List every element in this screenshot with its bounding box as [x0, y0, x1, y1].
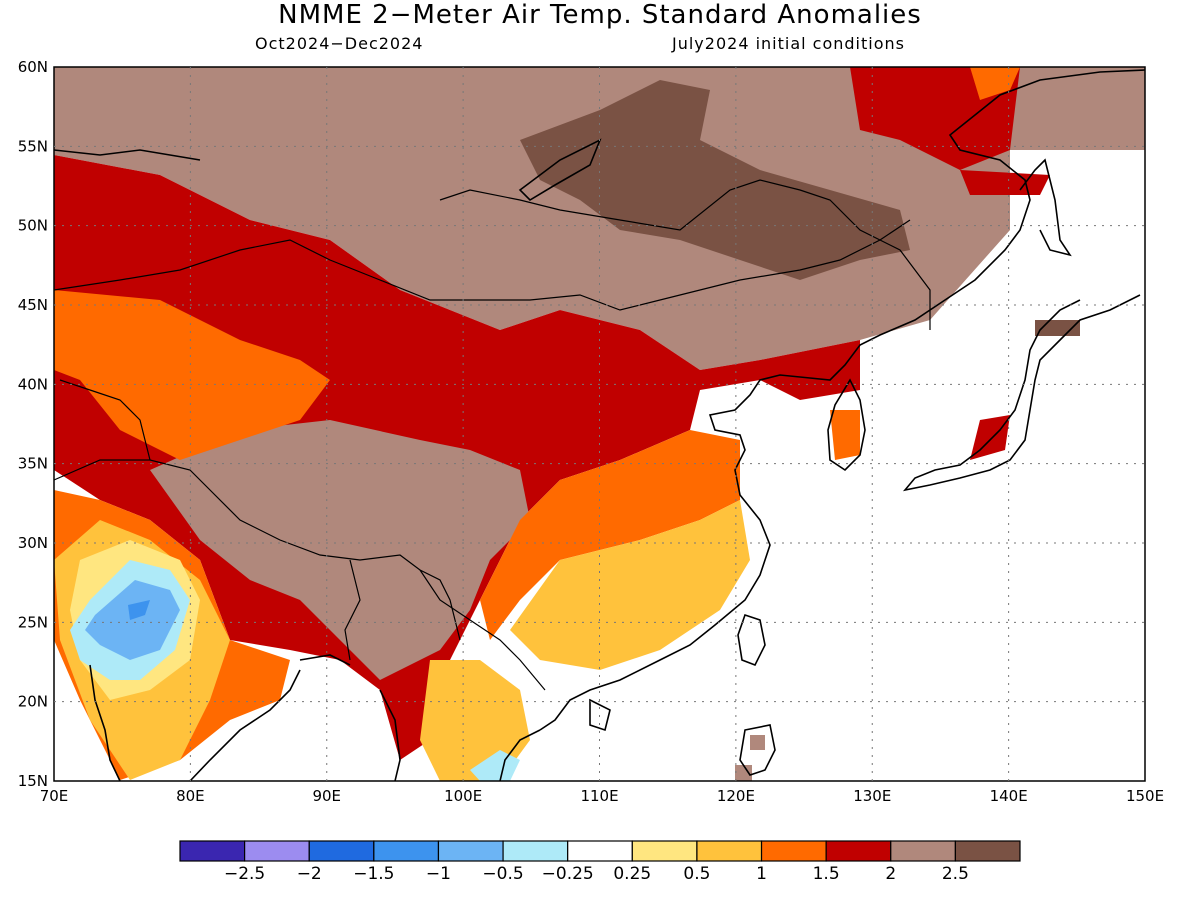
colorbar-swatch	[760, 840, 827, 862]
longitude-tick-label: 80E	[176, 787, 205, 805]
colorbar-tick-label: 0.25	[613, 864, 652, 884]
colorbar-tick-label: −2	[296, 864, 322, 884]
country-borders	[54, 179, 931, 691]
northeast-red-region	[850, 67, 1020, 170]
tibet-anomaly-2-region	[150, 420, 530, 680]
longitude-tick-label: 90E	[312, 787, 341, 805]
initial-conditions: July2024 initial conditions	[672, 34, 905, 53]
colorbar-tick-label: 1	[756, 864, 767, 884]
longitude-tick-label: 100E	[444, 787, 482, 805]
longitude-tick-label: 110E	[580, 787, 618, 805]
coastlines	[54, 69, 1145, 781]
latitude-tick-label: 55N	[18, 137, 48, 155]
colorbar-swatch	[954, 840, 1021, 862]
colorbar-swatch	[567, 840, 633, 862]
colorbar-tick-label: 1.5	[812, 864, 840, 884]
colorbar-tick-label: −1.5	[353, 864, 395, 884]
map-title: NMME 2−Meter Air Temp. Standard Anomalie…	[278, 0, 922, 30]
longitude-tick-label: 150E	[1126, 787, 1164, 805]
latitude-tick-label: 20N	[18, 693, 48, 711]
colorbar-tick-label: 2	[885, 864, 897, 884]
colorbar-swatch	[696, 840, 763, 862]
anomaly-shading	[54, 67, 1145, 781]
taiwan-brown-spot	[750, 735, 765, 750]
colorbar-swatch	[308, 840, 375, 862]
colorbar-swatch	[825, 840, 892, 862]
india-blue-region	[85, 580, 180, 660]
longitude-tick-label: 140E	[990, 787, 1028, 805]
colorbar-swatch	[244, 840, 310, 862]
korea-orange-spot	[830, 410, 860, 460]
latitude-tick-label: 15N	[18, 772, 48, 790]
longitude-tick-label: 70E	[40, 787, 69, 805]
colorbar-swatch	[437, 840, 504, 862]
colorbar-swatch	[631, 840, 698, 862]
northeast-orange-spot	[970, 67, 1020, 100]
latitude-tick-label: 60N	[18, 58, 48, 76]
latitude-tick-label: 50N	[18, 217, 48, 235]
latitude-labels: 60N 55N 50N 45N 40N 35N 30N 25N 20N 15N	[18, 58, 48, 790]
colorbar-tick-label: −0.25	[541, 864, 594, 884]
forecast-period: Oct2024−Dec2024	[255, 34, 424, 53]
colorbar-tick-label: −2.5	[223, 864, 266, 884]
latitude-tick-label: 25N	[18, 613, 48, 631]
south-china-gold-region	[510, 500, 750, 670]
colorbar-tick-label: 0.5	[683, 864, 711, 884]
colorbar-swatch	[502, 840, 569, 862]
colorbar-swatch	[179, 840, 246, 862]
longitude-labels: 70E 80E 90E 100E 110E 120E 130E 140E 150E	[40, 787, 1164, 805]
india-strong-blue-spot	[128, 600, 150, 620]
longitude-tick-label: 120E	[717, 787, 755, 805]
anomaly-above-2_5-region	[520, 80, 910, 280]
latitude-tick-label: 45N	[18, 296, 48, 314]
anomaly-2-region	[54, 67, 1145, 370]
gridlines	[54, 67, 1145, 781]
philippines-brown-spot	[735, 765, 752, 781]
colorbar-tick-label: 2.5	[941, 864, 969, 884]
longitude-tick-label: 130E	[853, 787, 891, 805]
latitude-tick-label: 35N	[18, 455, 48, 473]
southeast-asia-gold-region	[420, 660, 530, 781]
colorbar-swatch	[890, 840, 956, 862]
colorbar-tick-label: −0.5	[482, 864, 524, 884]
china-orange-region	[480, 430, 740, 640]
japan-red-spot	[970, 415, 1010, 460]
colorbar	[179, 840, 1021, 862]
latitude-tick-label: 30N	[18, 534, 48, 552]
central-asia-orange-region	[54, 290, 330, 460]
latitude-tick-label: 40N	[18, 375, 48, 393]
colorbar-swatch	[373, 840, 440, 862]
colorbar-tick-label: −1	[425, 864, 451, 884]
